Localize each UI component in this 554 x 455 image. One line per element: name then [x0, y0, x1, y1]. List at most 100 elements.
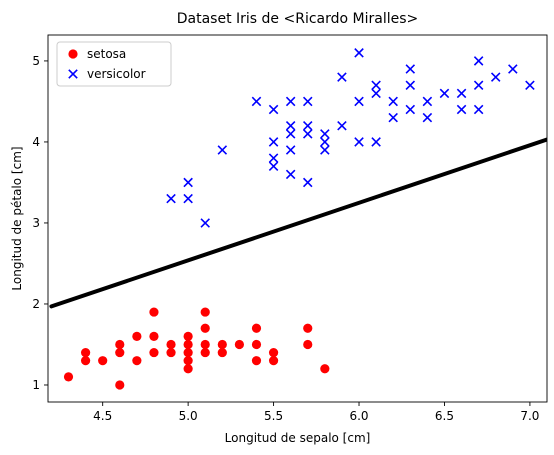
legend-versicolor-label: versicolor — [87, 67, 146, 81]
versicolor-point — [268, 137, 279, 147]
setosa-point — [217, 339, 227, 350]
versicolor-point — [354, 96, 364, 107]
versicolor-point — [320, 145, 330, 155]
axes-frame — [47, 34, 548, 403]
versicolor-point — [320, 137, 330, 147]
legend-setosa-label: setosa — [87, 47, 126, 61]
setosa-point — [80, 347, 91, 358]
setosa-point — [183, 364, 193, 374]
versicolor-point — [405, 104, 416, 115]
setosa-point — [200, 307, 210, 317]
versicolor-point — [473, 80, 484, 90]
setosa-point — [149, 331, 159, 341]
versicolor-point — [354, 48, 364, 58]
setosa-point — [303, 323, 313, 333]
versicolor-point — [285, 96, 296, 107]
legend-versicolor-marker — [68, 69, 78, 79]
x-tick-label: 6.5 — [435, 409, 454, 423]
setosa-point — [268, 347, 279, 358]
y-axis-label: Longitud de pétalo [cm] — [10, 146, 24, 290]
setosa-point — [200, 339, 210, 350]
setosa-point — [234, 339, 244, 350]
versicolor-point — [508, 64, 518, 74]
versicolor-point — [354, 137, 364, 147]
setosa-point — [132, 331, 142, 341]
versicolor-point — [302, 129, 313, 139]
x-axis-label: Longitud de sepalo [cm] — [225, 431, 371, 445]
setosa-point — [183, 356, 193, 366]
setosa-point — [251, 339, 262, 350]
setosa-point — [200, 347, 210, 358]
setosa-point — [80, 356, 91, 366]
plot-area — [49, 48, 547, 390]
setosa-point — [183, 339, 193, 350]
decision-boundary-line — [49, 137, 547, 309]
axis-ticks: 4.5 5.0 5.5 6.0 6.5 7.0 1 2 3 4 5 — [32, 54, 539, 423]
setosa-point — [200, 323, 210, 333]
legend: setosa versicolor — [56, 41, 172, 87]
setosa-point — [268, 356, 279, 366]
y-tick-label: 2 — [32, 297, 40, 311]
versicolor-point — [285, 169, 296, 180]
setosa-point — [320, 364, 330, 374]
setosa-point — [303, 339, 313, 350]
versicolor-point — [302, 96, 313, 107]
versicolor-point — [405, 80, 416, 90]
setosa-point — [132, 356, 142, 366]
versicolor-point — [268, 104, 279, 115]
y-tick-label: 3 — [32, 216, 40, 230]
versicolor-point — [337, 120, 347, 131]
versicolor-point — [490, 72, 501, 82]
versicolor-point — [302, 177, 313, 188]
x-tick-label: 5.0 — [179, 409, 198, 423]
setosa-point — [115, 339, 125, 350]
versicolor-point — [473, 104, 484, 115]
x-tick-label: 4.5 — [93, 409, 112, 423]
versicolor-point — [337, 72, 347, 82]
versicolor-point — [388, 96, 398, 107]
versicolor-point — [285, 120, 296, 131]
versicolor-point — [405, 64, 416, 74]
versicolor-point — [251, 96, 262, 107]
setosa-point — [166, 347, 176, 358]
versicolor-point — [217, 145, 228, 155]
setosa-point — [115, 380, 125, 390]
versicolor-point — [456, 104, 467, 115]
setosa-point — [149, 347, 159, 358]
setosa-point — [183, 331, 193, 341]
versicolor-point — [200, 218, 210, 228]
versicolor-point — [473, 56, 484, 66]
setosa-point — [251, 323, 262, 333]
versicolor-point — [371, 88, 381, 99]
x-tick-label: 6.0 — [349, 409, 368, 423]
setosa-point — [183, 347, 193, 358]
versicolor-point — [371, 137, 381, 147]
versicolor-point — [371, 80, 381, 90]
versicolor-point — [166, 193, 176, 204]
versicolor-point — [422, 96, 433, 107]
versicolor-point — [525, 80, 535, 90]
setosa-point — [166, 339, 176, 350]
legend-setosa-marker — [68, 49, 78, 59]
chart-title: Dataset Iris de <Ricardo Miralles> — [177, 11, 419, 27]
versicolor-point — [268, 161, 279, 172]
versicolor-point — [302, 120, 313, 131]
y-tick-label: 1 — [32, 378, 40, 392]
setosa-point — [251, 356, 262, 366]
legend-box — [56, 41, 172, 87]
versicolor-point — [268, 153, 279, 163]
versicolor-point — [388, 112, 398, 123]
versicolor-point — [285, 129, 296, 139]
x-tick-label: 7.0 — [520, 409, 539, 423]
y-tick-label: 4 — [32, 135, 40, 149]
versicolor-point — [183, 177, 193, 188]
setosa-point — [63, 372, 74, 382]
setosa-point — [217, 347, 227, 358]
y-tick-label: 5 — [32, 54, 40, 68]
x-tick-label: 5.5 — [264, 409, 283, 423]
versicolor-point — [183, 193, 193, 204]
setosa-point — [98, 356, 108, 366]
versicolor-point — [456, 88, 467, 99]
versicolor-point — [285, 145, 296, 155]
